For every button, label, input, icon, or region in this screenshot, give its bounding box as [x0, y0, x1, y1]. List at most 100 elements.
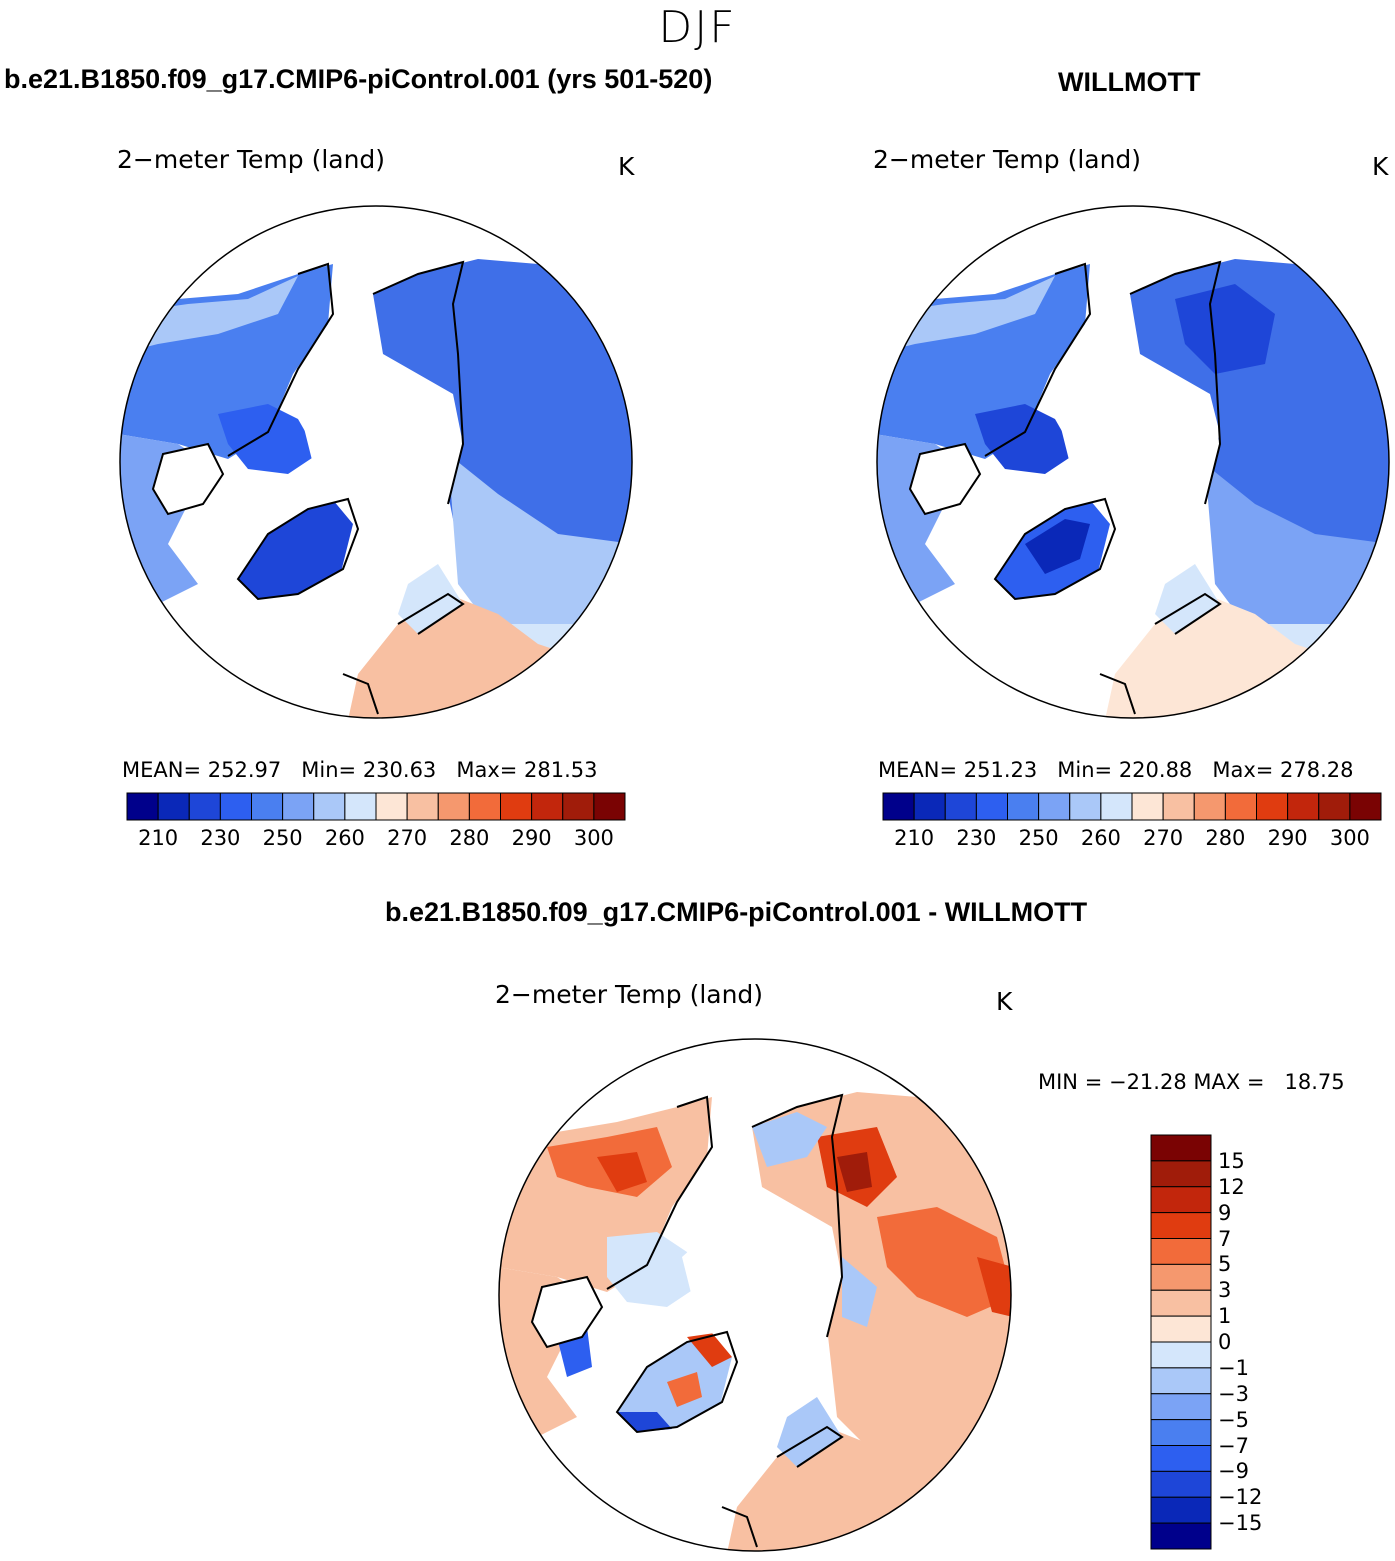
diff-colorbar-tick-label: 0: [1218, 1330, 1232, 1354]
left-case-title: b.e21.B1850.f09_g17.CMIP6-piControl.001 …: [4, 64, 713, 94]
left-colorbar-tick-label: 280: [449, 826, 490, 850]
diff-colorbar-bin: [1150, 1186, 1212, 1214]
diff-case-title: b.e21.B1850.f09_g17.CMIP6-piControl.001 …: [385, 897, 1088, 927]
diff-colorbar-tick-label: −3: [1218, 1381, 1249, 1406]
right-case-title: WILLMOTT: [1058, 67, 1201, 97]
right-colorbar-tick-label: 280: [1205, 826, 1246, 850]
right-colorbar-bin: [944, 792, 977, 821]
diff-units: K: [996, 987, 1013, 1016]
right-colorbar-bin: [1349, 792, 1382, 821]
right-colorbar-bin: [975, 792, 1008, 821]
diff-colorbar-bin: [1150, 1522, 1212, 1550]
left-min-label: Min=: [301, 758, 357, 782]
right-colorbar-tick-label: 300: [1329, 826, 1370, 850]
left-max-label: Max=: [456, 758, 518, 782]
left-colorbar-bin: [188, 792, 221, 821]
left-colorbar-tick-label: 260: [324, 826, 365, 850]
diff-colorbar-tick-label: 9: [1218, 1200, 1232, 1225]
left-colorbar-ticks: 210 230 250 260 270 280 290 300: [127, 826, 625, 852]
diff-colorbar-tick-label: 1: [1218, 1304, 1232, 1329]
left-colorbar-tick-label: 270: [387, 826, 428, 850]
diff-colorbar-tick-label: −5: [1218, 1407, 1249, 1432]
left-colorbar-bin: [251, 792, 284, 821]
diff-colorbar-tick-label: 7: [1218, 1226, 1232, 1251]
left-colorbar-bin: [157, 792, 190, 821]
diff-colorbar-ticks: 15 12 9 7 5 3 1 0 −1 −3 −5 −7 −9 −12 −15: [1218, 1135, 1278, 1549]
diff-colorbar: [1150, 1134, 1212, 1550]
left-polar-map: [119, 205, 633, 719]
left-colorbar-bin: [468, 792, 501, 821]
right-colorbar-tick-label: 270: [1143, 826, 1184, 850]
left-colorbar-bin: [375, 792, 408, 821]
left-colorbar-bin: [126, 792, 159, 821]
diff-colorbar-bin: [1150, 1393, 1212, 1421]
left-colorbar-bin: [562, 792, 595, 821]
left-colorbar-bin: [437, 792, 470, 821]
left-mean-label: MEAN=: [122, 758, 202, 782]
right-colorbar-bin: [1007, 792, 1040, 821]
diff-colorbar-bin: [1150, 1289, 1212, 1317]
right-colorbar-ticks: 210 230 250 260 270 280 290 300: [883, 826, 1381, 852]
left-colorbar-bin: [344, 792, 377, 821]
right-colorbar-bin: [1100, 792, 1133, 821]
right-colorbar-tick-label: 290: [1267, 826, 1308, 850]
right-colorbar-bin: [1131, 792, 1164, 821]
right-colorbar-tick-label: 230: [956, 826, 997, 850]
left-colorbar-bin: [531, 792, 564, 821]
diff-colorbar-tick-label: −12: [1218, 1485, 1263, 1510]
right-colorbar-bin: [1224, 792, 1257, 821]
diff-colorbar-tick-label: −15: [1218, 1511, 1263, 1536]
right-units: K: [1372, 152, 1389, 181]
left-colorbar-bin: [219, 792, 252, 821]
right-colorbar-bin: [1193, 792, 1226, 821]
left-colorbar-tick-label: 250: [262, 826, 303, 850]
diff-colorbar-bin: [1150, 1238, 1212, 1265]
right-colorbar-bin: [913, 792, 946, 821]
figure-title: DJF: [658, 2, 737, 53]
right-min-value: 220.88: [1118, 758, 1193, 782]
left-stats: MEAN= 252.97 Min= 230.63 Max= 281.53: [122, 758, 598, 782]
left-mean-value: 252.97: [207, 758, 282, 782]
diff-colorbar-tick-label: 15: [1218, 1148, 1245, 1173]
left-colorbar-bin: [282, 792, 315, 821]
right-colorbar-bin: [1318, 792, 1351, 821]
left-colorbar-tick-label: 300: [573, 826, 614, 850]
right-plot-title: 2−meter Temp (land): [873, 145, 1142, 174]
right-colorbar-tick-label: 260: [1080, 826, 1121, 850]
diff-colorbar-bin: [1150, 1134, 1212, 1162]
right-colorbar-tick-label: 250: [1018, 826, 1059, 850]
diff-colorbar-tick-label: −1: [1218, 1355, 1249, 1380]
right-colorbar-bin: [1038, 792, 1071, 821]
diff-colorbar-tick-label: −7: [1218, 1433, 1249, 1458]
right-colorbar-bin: [1069, 792, 1102, 821]
right-max-label: Max=: [1212, 758, 1274, 782]
left-colorbar-bin: [313, 792, 346, 821]
right-polar-map: [876, 205, 1390, 719]
right-colorbar-bin: [882, 792, 915, 821]
diff-colorbar-bin: [1150, 1160, 1212, 1188]
left-colorbar-bin: [500, 792, 533, 821]
right-max-value: 278.28: [1280, 758, 1354, 782]
left-plot-title: 2−meter Temp (land): [117, 145, 386, 174]
left-colorbar-tick-label: 210: [138, 826, 179, 850]
left-colorbar-bin: [593, 792, 626, 821]
diff-colorbar-tick-label: 3: [1218, 1278, 1232, 1303]
diff-colorbar-bin: [1150, 1470, 1212, 1498]
diff-colorbar-tick-label: −9: [1218, 1459, 1249, 1484]
diff-plot-title: 2−meter Temp (land): [495, 980, 764, 1009]
diff-colorbar-bin: [1150, 1367, 1212, 1395]
right-colorbar-bin: [1162, 792, 1195, 821]
diff-colorbar-tick-label: 12: [1218, 1174, 1245, 1199]
diff-polar-map: [498, 1038, 1012, 1552]
right-stats: MEAN= 251.23 Min= 220.88 Max= 278.28: [878, 758, 1354, 782]
diff-colorbar-bin: [1150, 1445, 1212, 1472]
right-colorbar-bin: [1287, 792, 1320, 821]
diff-minmax: MIN = −21.28 MAX = 18.75: [1038, 1070, 1345, 1094]
right-colorbar-bin: [1256, 792, 1289, 821]
left-units: K: [618, 152, 635, 181]
diff-colorbar-bin: [1150, 1496, 1212, 1524]
left-max-value: 281.53: [524, 758, 598, 782]
right-mean-label: MEAN=: [878, 758, 958, 782]
right-mean-value: 251.23: [963, 758, 1038, 782]
left-min-value: 230.63: [362, 758, 437, 782]
